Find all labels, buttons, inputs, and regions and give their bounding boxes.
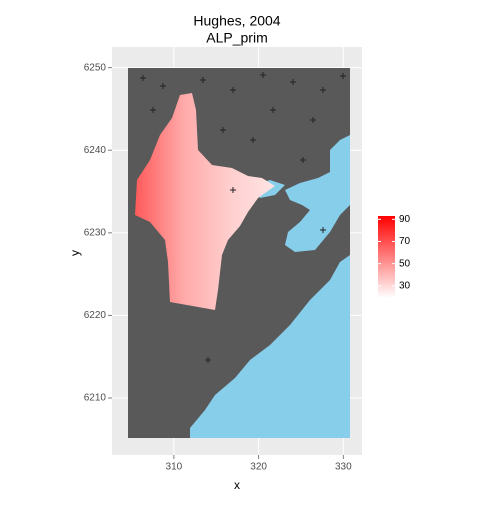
y-tick-label: 6250 (84, 62, 107, 73)
colorbar (378, 216, 395, 298)
x-tick-label: 310 (166, 462, 183, 473)
value-region (135, 93, 275, 310)
colorbar-tick-label: 30 (399, 280, 411, 291)
chart-title: Hughes, 2004 (193, 13, 280, 29)
map (128, 68, 350, 438)
water (285, 135, 350, 252)
colorbar-tick-label: 70 (399, 236, 411, 247)
y-tick-label: 6210 (84, 393, 107, 404)
axes: 310 320 330 6210 6220 6230 6240 6250 (84, 62, 352, 472)
colorbar-tick-label: 90 (399, 214, 411, 225)
y-tick-label: 6220 (84, 310, 107, 321)
x-tick-label: 320 (250, 462, 267, 473)
observation-marks (140, 72, 346, 363)
colorbar-ticks: 30 50 70 90 (378, 214, 411, 291)
x-axis-label: x (234, 478, 240, 492)
y-tick-label: 6230 (84, 227, 107, 238)
chart-subtitle: ALP_prim (206, 30, 267, 46)
colorbar-tick-label: 50 (399, 258, 411, 269)
y-tick-label: 6240 (84, 145, 107, 156)
water (190, 255, 350, 438)
x-tick-label: 330 (335, 462, 352, 473)
y-axis-label: y (68, 250, 82, 256)
